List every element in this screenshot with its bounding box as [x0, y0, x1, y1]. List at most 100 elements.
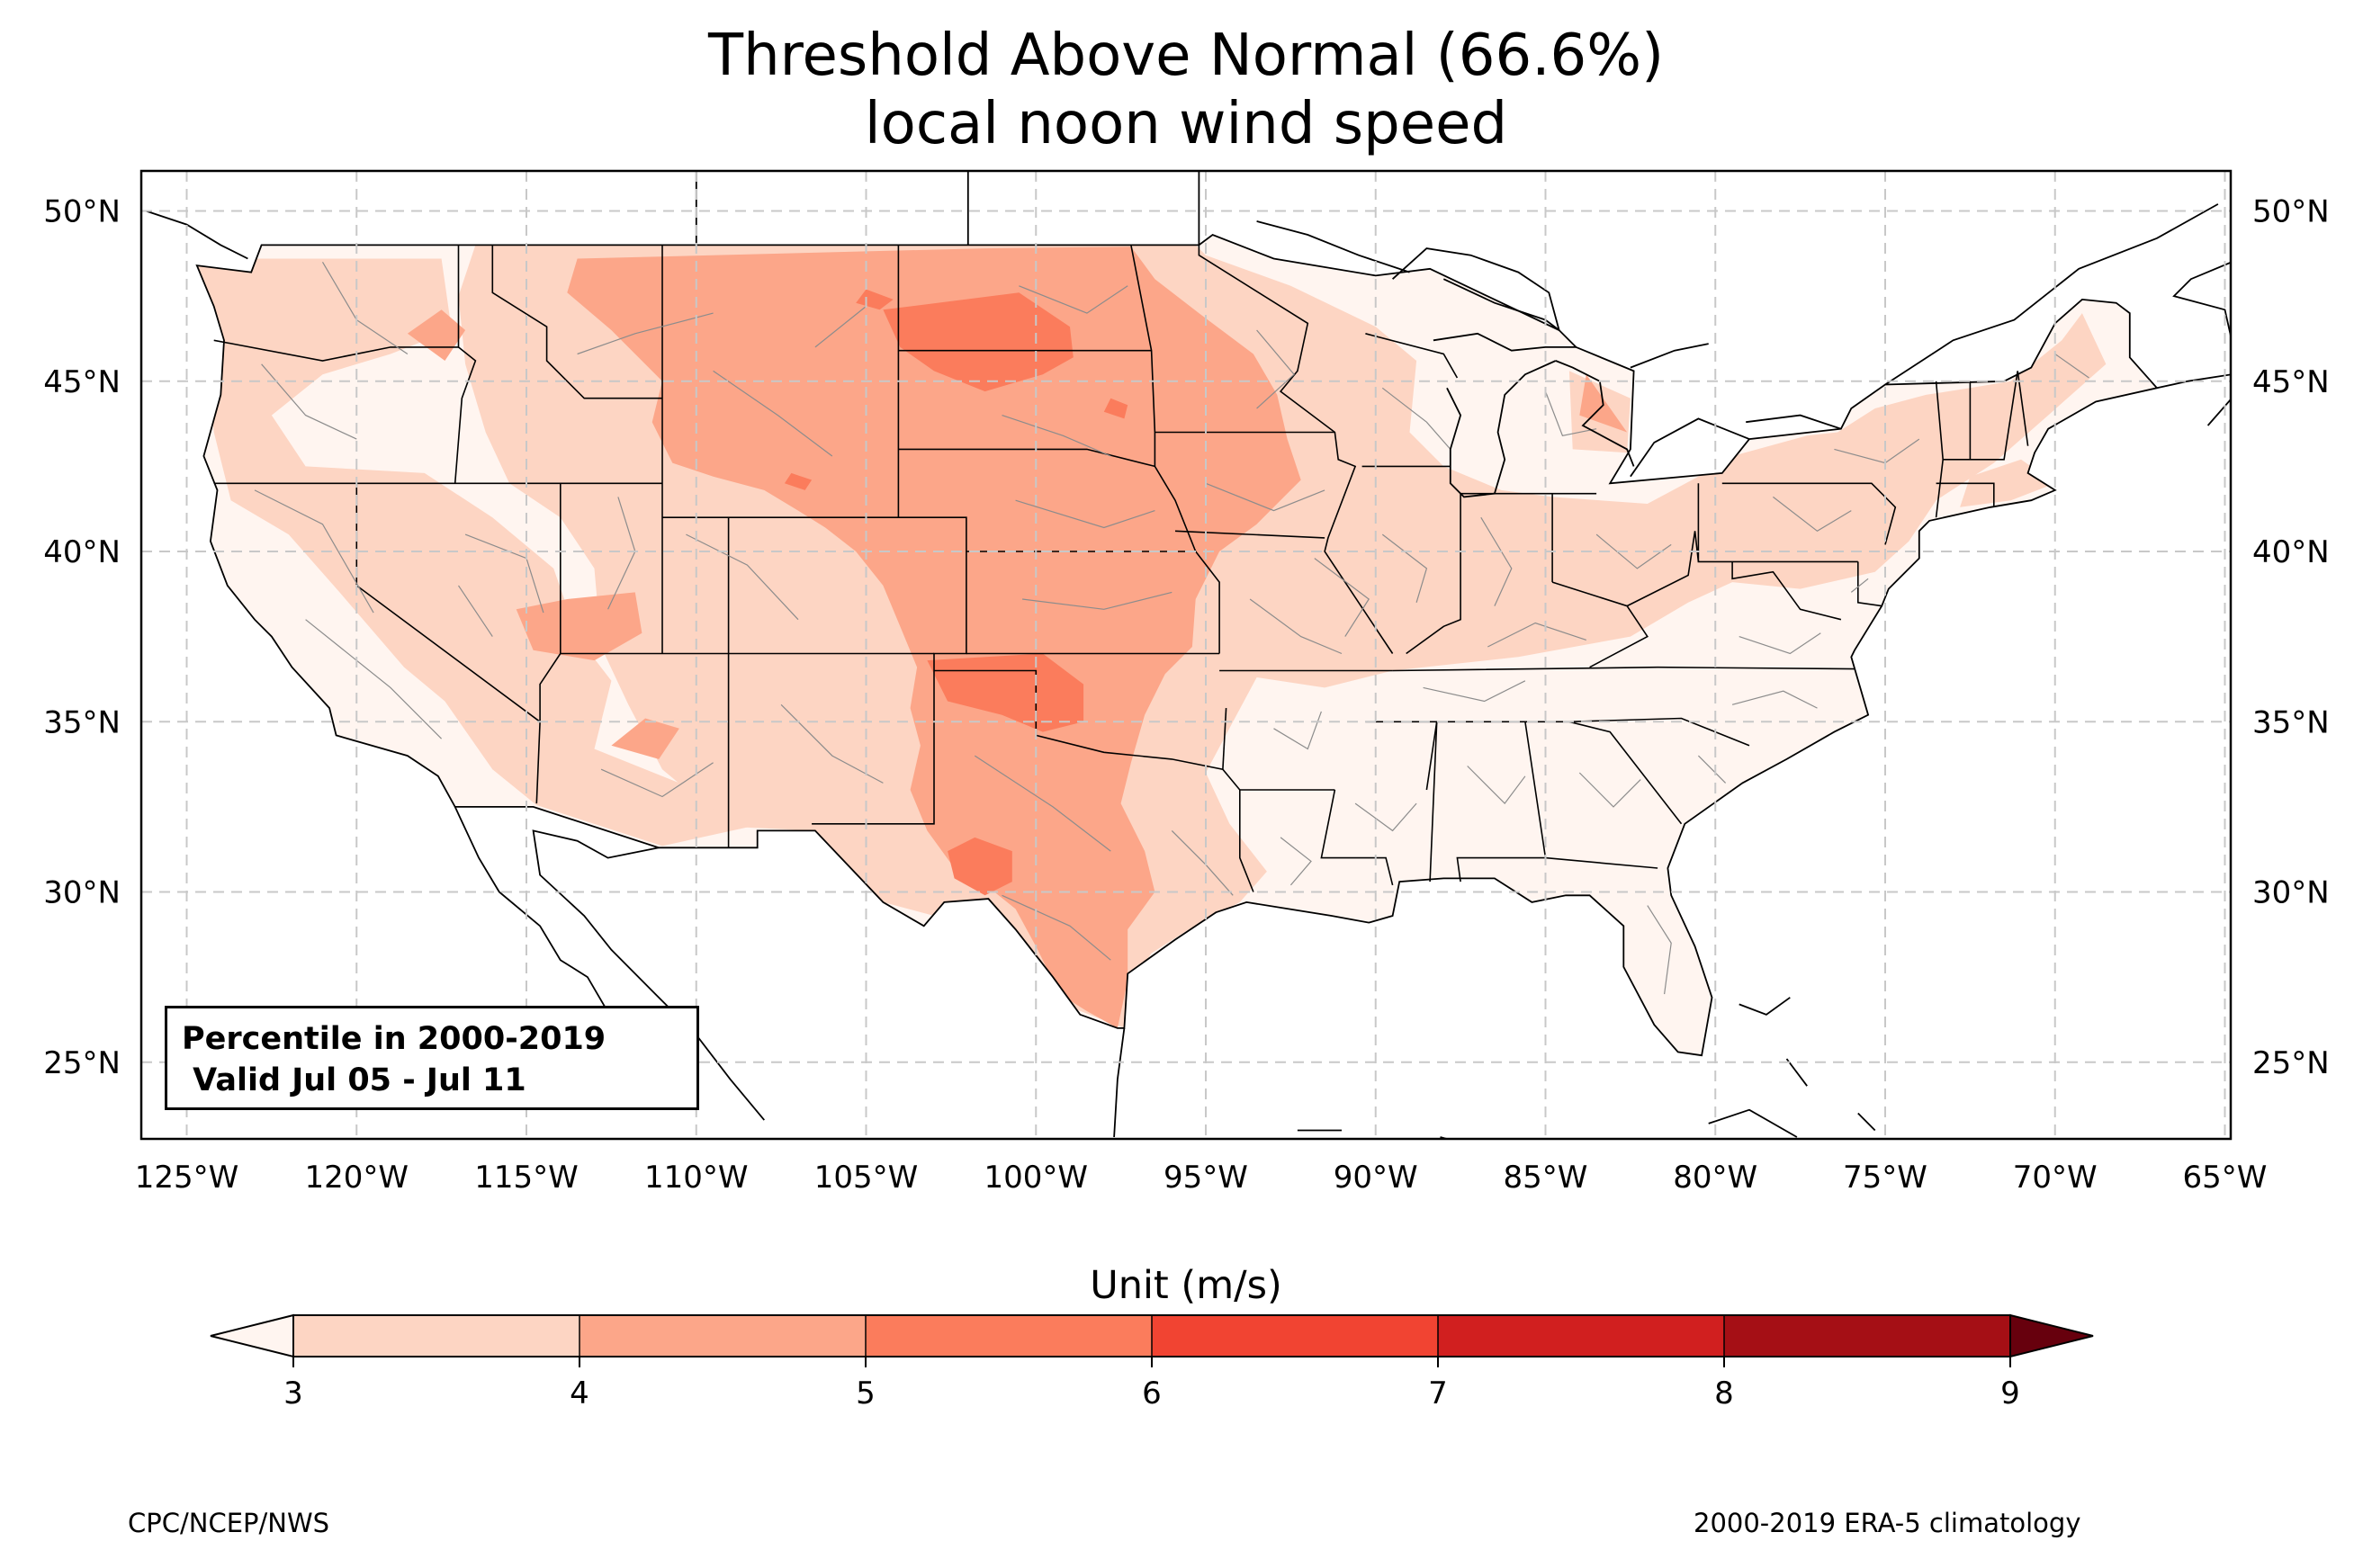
division-line-20	[1205, 482, 1325, 512]
colorbar-tick-label: 3	[283, 1375, 303, 1411]
division-line-41	[2054, 354, 2089, 379]
lat-tick-label-left: 30°N	[43, 875, 121, 911]
coast-line-13	[2206, 398, 2231, 426]
map-subtitle: local noon wind speed	[864, 91, 1508, 157]
division-line-21	[1314, 558, 1370, 637]
division-line-24	[1381, 533, 1428, 603]
colorbar-tick-label: 6	[1142, 1375, 1162, 1411]
lon-tick-label: 95°W	[1164, 1160, 1248, 1196]
lon-tick-label: 125°W	[135, 1160, 239, 1196]
coast-line-22	[1739, 997, 1791, 1016]
state-line-36	[1857, 561, 1882, 607]
division-line-42	[1850, 578, 1869, 593]
state-line-46	[1425, 721, 1438, 791]
coast-line-1	[145, 210, 248, 260]
lon-tick-label: 100°W	[984, 1160, 1088, 1196]
footer-source: CPC/NCEP/NWS	[128, 1508, 330, 1538]
state-line-5	[535, 483, 562, 804]
footer-climatology: 2000-2019 ERA-5 climatology	[1694, 1508, 2081, 1538]
coast-line-15	[1433, 332, 1577, 352]
state-line-45	[2017, 371, 2029, 446]
lon-tick-label: 110°W	[644, 1160, 749, 1196]
shading-4-5-region-4	[407, 309, 466, 361]
map-frame	[139, 169, 2233, 1141]
shading-4-5-region-2	[516, 592, 642, 661]
coast-line-10	[1884, 203, 2219, 386]
division-line-17	[1015, 499, 1155, 529]
coast-line-12	[2156, 373, 2231, 390]
division-line-23	[1381, 387, 1451, 450]
division-line-7	[686, 533, 799, 621]
coast-line-23	[1785, 1058, 1808, 1087]
colorbar-bin-7-8	[1438, 1315, 1725, 1357]
coast-line-24	[1857, 1112, 1876, 1132]
shading-5-6-region-3	[948, 837, 1012, 896]
division-line-43	[814, 306, 867, 348]
coast-line-21	[1708, 1108, 1798, 1138]
lon-tick-label: 115°W	[474, 1160, 579, 1196]
division-line-16	[1002, 415, 1111, 457]
colorbar-bin-4-5	[580, 1315, 867, 1357]
division-line-35	[1647, 905, 1672, 995]
division-line-31	[1354, 802, 1417, 832]
coast-line-14	[1442, 278, 1560, 331]
lat-tick-label-right: 35°N	[2252, 704, 2330, 740]
coast-line-8	[1630, 417, 1750, 478]
lat-tick-label-left: 45°N	[43, 364, 121, 400]
state-line-15	[1130, 245, 1220, 654]
lat-tick-label-right: 50°N	[2252, 194, 2330, 230]
state-line-42	[1943, 371, 2018, 461]
lon-tick-label: 85°W	[1504, 1160, 1588, 1196]
state-line-1	[454, 245, 477, 484]
climate-division-lines	[254, 261, 2089, 995]
state-line-40	[1731, 561, 1842, 621]
colorbar-bin-8-9	[1724, 1315, 2011, 1357]
tick-labels: 125°W 120°W 115°W 110°W 105°W 100°W 95°W 90°W 85…	[43, 194, 2329, 1196]
division-line-12	[974, 755, 1111, 852]
lon-tick-label: 90°W	[1334, 1160, 1418, 1196]
info-line-2: Valid Jul 05 - Jul 11	[182, 1062, 526, 1098]
division-line-22	[1249, 598, 1343, 655]
wind-speed-shading	[196, 235, 2157, 1056]
lon-tick-label: 75°W	[1843, 1160, 1927, 1196]
coast-line-11	[2172, 261, 2231, 340]
shading-5-6-region-6	[784, 472, 813, 490]
colorbar-bin-6-7	[1152, 1315, 1439, 1357]
lat-tick-label-left: 50°N	[43, 194, 121, 230]
division-line-37	[1739, 632, 1821, 655]
lat-tick-label-left: 35°N	[43, 704, 121, 740]
division-line-34	[1697, 755, 1727, 784]
state-line-34	[1697, 483, 1858, 563]
shading-clip-group	[196, 235, 2157, 1056]
colorbar-tick-label: 5	[856, 1375, 876, 1411]
division-line-8	[577, 312, 714, 355]
state-line-19	[1174, 530, 1325, 539]
colorbar-over-arrow	[2009, 1313, 2094, 1358]
state-line-37	[1392, 666, 1855, 672]
division-line-19	[1256, 329, 1295, 409]
division-line-29	[1423, 680, 1526, 703]
division-line-27	[1773, 496, 1852, 533]
coast-line-9	[1746, 414, 1842, 430]
lat-tick-label-right: 30°N	[2252, 875, 2330, 911]
state-line-39	[1626, 531, 1700, 607]
lat-tick-label-left: 25°N	[43, 1045, 121, 1081]
division-line-32	[1467, 766, 1526, 805]
state-line-35	[1721, 482, 1897, 545]
shading-5-6-region-1	[883, 292, 1074, 392]
state-line-24	[1320, 789, 1394, 886]
shading-4-5-region-3	[611, 718, 679, 759]
coast-line-16	[1446, 360, 1557, 498]
division-line-25	[1480, 516, 1513, 606]
colorbar-tick-label: 9	[2000, 1375, 2020, 1411]
colorbar-tick-label: 4	[570, 1375, 589, 1411]
lat-tick-label-left: 40°N	[43, 534, 121, 570]
state-line-44	[1936, 482, 1995, 507]
map-title: Threshold Above Normal (66.6%)	[707, 22, 1665, 89]
state-line-26	[1429, 721, 1438, 883]
division-line-13	[1002, 894, 1111, 961]
colorbar-tick-label: 8	[1714, 1375, 1734, 1411]
colorbar-under-arrow	[210, 1313, 294, 1358]
lat-tick-label-right: 25°N	[2252, 1045, 2330, 1081]
